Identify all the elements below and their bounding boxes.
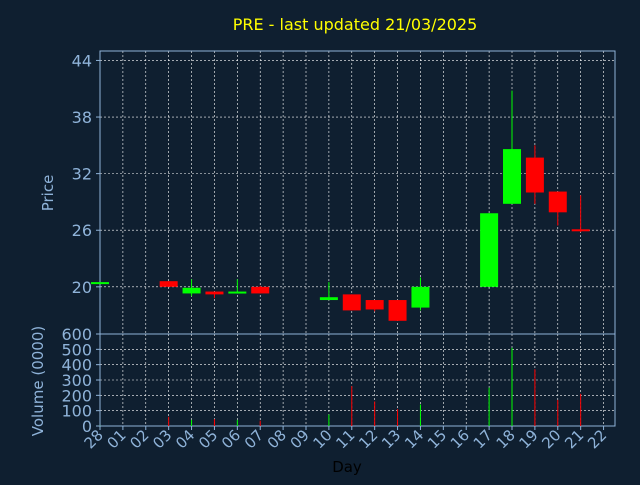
candle-body-05 xyxy=(205,291,224,295)
volume-tick-label: 200 xyxy=(61,386,92,405)
price-tick-label: 32 xyxy=(72,165,92,184)
candle-body-14 xyxy=(411,286,430,308)
candle-body-06 xyxy=(228,291,247,294)
candle-body-13 xyxy=(388,300,407,321)
volume-tick-label: 300 xyxy=(61,371,92,390)
volume-tick-label: 400 xyxy=(61,356,92,375)
price-tick-label: 26 xyxy=(72,221,92,240)
candle-body-20 xyxy=(548,191,567,213)
candle-body-17 xyxy=(480,213,499,287)
volume-tick-label: 500 xyxy=(61,340,92,359)
chart-title: PRE - last updated 21/03/2025 xyxy=(233,15,478,34)
x-axis-ticks: 2801020304050607080910111213141516171819… xyxy=(81,426,610,452)
volume-tick-label: 0 xyxy=(82,417,92,436)
x-tick-label: 22 xyxy=(584,426,610,452)
candle-body-04 xyxy=(182,287,201,294)
candle-body-03 xyxy=(159,281,178,287)
price-tick-label: 44 xyxy=(72,51,92,70)
volume-plot-frame xyxy=(99,333,616,427)
price-panel: 20 26 32 38 44 xyxy=(72,50,616,335)
price-tick-label: 38 xyxy=(72,108,92,127)
candle-body-28 xyxy=(91,282,109,285)
x-axis-label: Day xyxy=(332,458,362,476)
volume-tick-label: 100 xyxy=(61,402,92,421)
candle-body-21 xyxy=(571,229,590,232)
candle-body-10 xyxy=(319,297,338,301)
candle-body-12 xyxy=(365,300,384,310)
price-axis-label: Price xyxy=(39,175,57,212)
candle-body-19 xyxy=(525,157,544,193)
volume-tick-label: 600 xyxy=(61,325,92,344)
volume-axis-label: Volume (0000) xyxy=(29,326,47,436)
candle-body-18 xyxy=(503,149,521,204)
candle-body-07 xyxy=(251,286,270,294)
candle-body-11 xyxy=(342,294,361,311)
price-tick-label: 20 xyxy=(72,278,92,297)
